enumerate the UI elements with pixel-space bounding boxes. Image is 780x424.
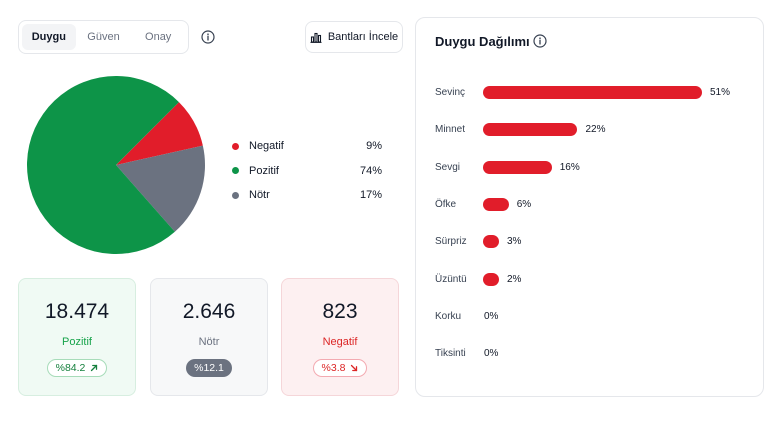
legend-item-pozitif: Pozitif 74% <box>232 159 382 184</box>
legend-label: Negatif <box>249 140 284 153</box>
legend-value: 17% <box>359 189 382 202</box>
emotion-distribution-panel: Duygu Dağılımı Sevinç 51% Minnet 22% Sevgi 16… <box>415 17 764 397</box>
bar-category-label: Sevgi <box>435 161 461 173</box>
bar-row: Korku 0% <box>435 298 755 335</box>
bar-track: 0% <box>483 310 702 323</box>
bar-value-label: 2% <box>507 273 522 285</box>
tab-guven[interactable]: Güven <box>87 31 120 43</box>
bar-row: Sürpriz 3% <box>435 223 755 260</box>
bar[interactable] <box>483 86 702 100</box>
bar-value-label: 6% <box>516 199 532 211</box>
inspect-bands-button[interactable]: Bantları İncele <box>305 21 403 53</box>
bar-row: Sevinç 51% <box>435 74 755 111</box>
pie-legend: Negatif 9% Pozitif 74% Nötr 17% <box>232 134 382 208</box>
bar-row: Öfke 6% <box>435 186 755 223</box>
stat-card-notr: 2.646 Nötr %12.1 <box>150 278 268 396</box>
bar-row: Sevgi 16% <box>435 149 755 186</box>
bar-category-label: Korku <box>435 310 462 322</box>
stat-count: 18.474 <box>44 300 110 323</box>
bar-track: 6% <box>483 198 702 212</box>
bar-category-label: Sevinç <box>435 87 466 99</box>
bar[interactable] <box>483 272 499 286</box>
bar-category-label: Üzüntü <box>435 273 467 285</box>
stat-percent-badge: %12.1 <box>186 359 232 377</box>
pie-slice-nötr[interactable] <box>116 145 206 232</box>
bar-track: 22% <box>483 123 702 137</box>
tab-duygu[interactable]: Duygu <box>22 24 76 50</box>
stat-percent-badge: %84.2 <box>46 359 108 377</box>
legend-item-negatif: Negatif 9% <box>232 134 382 159</box>
bar-value-label: 0% <box>484 348 499 360</box>
bar[interactable] <box>483 123 578 137</box>
legend-value: 9% <box>366 140 382 153</box>
arrow-up-right-icon <box>91 364 98 372</box>
bar[interactable] <box>483 235 499 249</box>
info-icon[interactable] <box>533 34 547 48</box>
arrow-down-right-icon <box>351 364 358 372</box>
stat-count: 823 <box>322 300 358 323</box>
bar[interactable] <box>483 198 509 212</box>
panel-title: Duygu Dağılımı <box>435 34 530 49</box>
legend-value: 74% <box>359 164 382 177</box>
bar[interactable] <box>483 160 552 174</box>
bar-track: 0% <box>483 347 702 360</box>
bar-category-label: Öfke <box>435 199 457 211</box>
pie-slice-pozitif[interactable] <box>26 76 179 254</box>
stat-label: Negatif <box>322 336 358 348</box>
stat-percent: %12.1 <box>194 362 224 374</box>
bar-value-label: 3% <box>507 236 522 248</box>
bar-row: Minnet 22% <box>435 111 755 148</box>
bar-track: 3% <box>483 235 702 249</box>
bar-chart-icon <box>310 32 322 43</box>
legend-dot <box>232 142 239 150</box>
stat-percent: %3.8 <box>321 362 346 374</box>
tab-onay[interactable]: Onay <box>145 31 172 43</box>
legend-dot <box>232 167 239 175</box>
stat-count: 2.646 <box>182 300 236 323</box>
bar-row: Üzüntü 2% <box>435 260 755 297</box>
stat-percent-badge: %3.8 <box>312 359 368 377</box>
bar-value-label: 0% <box>484 310 499 322</box>
stat-label: Pozitif <box>62 336 92 348</box>
stat-percent: %84.2 <box>55 362 86 374</box>
bar-track: 16% <box>483 160 702 174</box>
tab-bar: Duygu Güven Onay <box>18 20 189 54</box>
bar-value-label: 51% <box>710 87 731 99</box>
stat-card-negatif: 823 Negatif %3.8 <box>281 278 399 396</box>
bar-row: Tiksinti 0% <box>435 335 755 372</box>
legend-item-notr: Nötr 17% <box>232 183 382 208</box>
bar-category-label: Minnet <box>435 124 466 136</box>
legend-dot <box>232 191 239 199</box>
info-icon[interactable] <box>201 30 215 44</box>
stat-card-pozitif: 18.474 Pozitif %84.2 <box>18 278 136 396</box>
bar-value-label: 22% <box>585 124 606 136</box>
bar-track: 2% <box>483 272 702 286</box>
legend-label: Nötr <box>249 189 270 202</box>
pie-slice-negatif[interactable] <box>116 102 203 165</box>
bar-value-label: 16% <box>559 161 580 173</box>
bar-track: 51% <box>483 86 730 100</box>
stat-label: Nötr <box>198 336 220 348</box>
bar-category-label: Tiksinti <box>435 348 466 360</box>
inspect-bands-label: Bantları İncele <box>327 31 399 43</box>
legend-label: Pozitif <box>249 164 279 177</box>
sentiment-pie-chart <box>26 75 206 255</box>
emotion-bar-chart: Sevinç 51% Minnet 22% Sevgi 16% Öfke 6% Sürpriz 3… <box>435 74 755 372</box>
bar-category-label: Sürpriz <box>435 236 467 248</box>
